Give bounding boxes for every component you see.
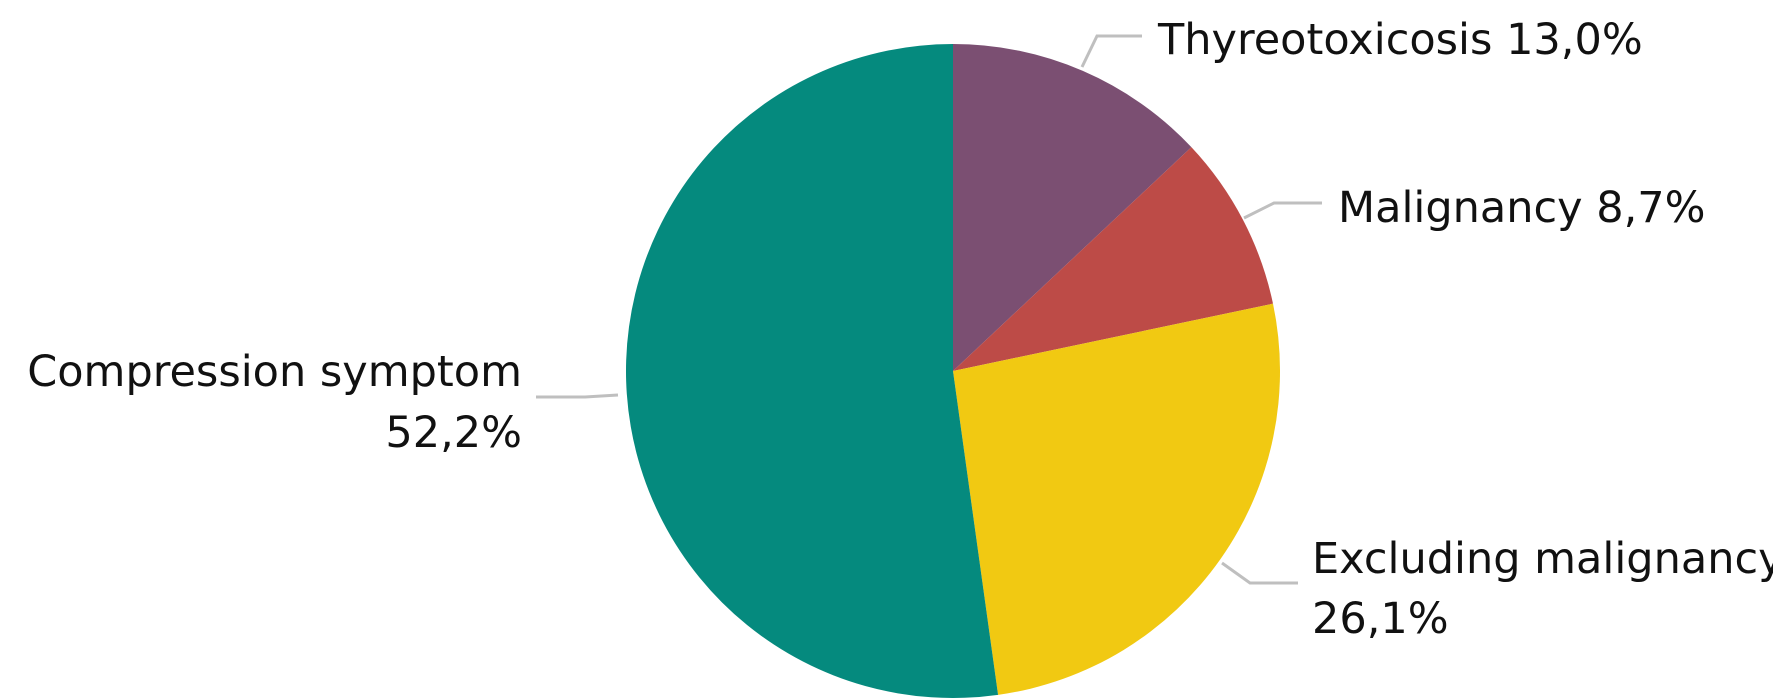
pie-slice-malignancy [953, 147, 1273, 371]
pie-slices [625, 43, 1281, 698]
leader-line-thyreotoxicosis [1080, 34, 1142, 68]
pie-slice-compression-symptom [625, 43, 999, 698]
slice-label-malignancy: Malignancy 8,7% [1338, 183, 1706, 233]
slice-label-thyreotoxicosis: Thyreotoxicosis 13,0% [1157, 15, 1643, 65]
leader-line-compression-symptom [536, 393, 619, 399]
slice-label-excluding-malignancy: Excluding malignancy [1312, 534, 1773, 584]
leader-line-excluding-malignancy [1221, 561, 1298, 585]
leader-line-malignancy [1243, 201, 1322, 220]
pie-slice-excluding-malignancy [953, 303, 1281, 695]
slice-label-compression-symptom: Compression symptom [27, 347, 522, 397]
pie-slice-thyreotoxicosis [953, 44, 1192, 371]
slice-value-compression-symptom: 52,2% [385, 408, 522, 458]
slice-value-excluding-malignancy: 26,1% [1312, 594, 1449, 644]
